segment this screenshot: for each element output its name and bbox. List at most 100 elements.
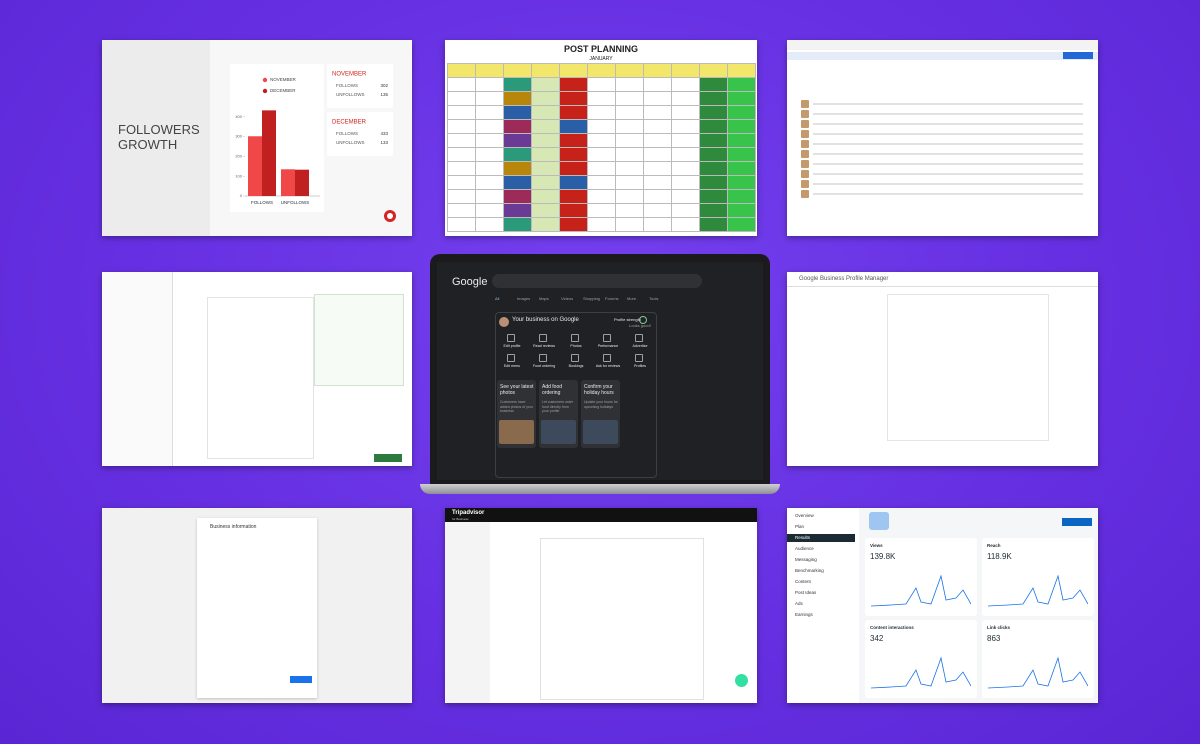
cell: [615, 161, 644, 176]
cell: [643, 77, 672, 92]
cell: [531, 189, 560, 204]
cell: [727, 77, 756, 92]
card-text: Let customers order food directly from y…: [542, 400, 574, 413]
action-icon: [635, 334, 643, 342]
nav-item[interactable]: Messaging: [795, 557, 817, 562]
followers-title: FOLLOWERS GROWTH: [118, 122, 200, 152]
sparkline: [988, 656, 1088, 689]
cell: [699, 133, 728, 148]
action-label: Read reviews: [533, 344, 555, 348]
button[interactable]: [290, 676, 312, 683]
spreadsheet-panel: POST PLANNING JANUARY: [445, 40, 757, 236]
y-tick-label: 300: [235, 134, 242, 139]
summary-value: 433: [380, 131, 388, 136]
sparkline-path: [988, 656, 1088, 689]
cell: [447, 77, 476, 92]
card-image: [541, 420, 576, 444]
action-label: Ask for reviews: [595, 364, 621, 368]
nav-item[interactable]: Earnings: [795, 612, 813, 617]
cell: [727, 203, 756, 218]
button[interactable]: [1062, 518, 1092, 526]
cell: [671, 147, 700, 162]
nav-item[interactable]: Benchmarking: [795, 568, 824, 573]
illustration: [869, 512, 889, 530]
cell: [643, 63, 672, 78]
cell: [615, 133, 644, 148]
summary-label: UNFOLLOWS: [336, 140, 365, 145]
action-icon: [507, 334, 515, 342]
cell: [475, 203, 504, 218]
cell: [503, 119, 532, 134]
cell: [531, 147, 560, 162]
button[interactable]: [374, 454, 402, 462]
info-panel: Business information: [102, 508, 412, 703]
cell: [699, 217, 728, 232]
cell: [531, 105, 560, 120]
summary-label: FOLLOWS: [336, 131, 358, 136]
cell: [643, 189, 672, 204]
bar: [262, 110, 276, 196]
metric-value: 118.9K: [987, 552, 1012, 561]
sparkline: [988, 574, 1088, 607]
tab[interactable]: All: [495, 296, 500, 301]
tab[interactable]: More: [627, 296, 637, 301]
cell: [671, 189, 700, 204]
action-icon: [571, 354, 579, 362]
cell: [615, 147, 644, 162]
tab[interactable]: Images: [517, 296, 531, 301]
nav-item[interactable]: Ads: [795, 601, 803, 606]
tab[interactable]: Maps: [539, 296, 549, 301]
metric-label: Views: [870, 543, 883, 548]
cell: [559, 133, 588, 148]
chat-button[interactable]: [735, 674, 748, 687]
nav-item[interactable]: Audience: [795, 546, 814, 551]
cell: [727, 91, 756, 106]
cell: [503, 203, 532, 218]
cell: [587, 161, 616, 176]
row-line: [813, 103, 1083, 105]
cell: [643, 147, 672, 162]
tab[interactable]: Videos: [561, 296, 574, 301]
cell: [615, 63, 644, 78]
info-dialog: [197, 518, 317, 698]
cell: [727, 189, 756, 204]
cell: [727, 147, 756, 162]
search-box[interactable]: [492, 274, 702, 288]
cell: [671, 203, 700, 218]
action-label: Edit menu: [503, 364, 521, 368]
nav-item[interactable]: Content: [795, 579, 811, 584]
cell: [447, 203, 476, 218]
action-label: Edit profile: [503, 344, 521, 348]
tab[interactable]: Forums: [605, 296, 619, 301]
card-title: Confirm your holiday hours: [584, 384, 614, 396]
cell: [559, 189, 588, 204]
tab[interactable]: Tools: [649, 296, 659, 301]
cell: [587, 133, 616, 148]
cell: [447, 63, 476, 78]
cell: [447, 133, 476, 148]
row-thumb: [801, 160, 809, 168]
rows: [797, 100, 1093, 220]
summary-value: 302: [380, 83, 388, 88]
nav-item[interactable]: Overview: [795, 513, 814, 518]
nav-item[interactable]: Plan: [795, 524, 805, 529]
toolbar: [787, 40, 1098, 50]
action-icon: [603, 354, 611, 362]
review-card: [540, 538, 704, 700]
button[interactable]: [1063, 52, 1093, 59]
cell: [587, 63, 616, 78]
cell: [699, 175, 728, 190]
actions: Edit profile Read reviews Photos Performanc…: [497, 334, 657, 374]
tab[interactable]: Shopping: [583, 296, 600, 301]
nav-item[interactable]: Results: [787, 534, 855, 542]
business-title: Your business on Google: [512, 317, 579, 323]
action-icon: [507, 354, 515, 362]
form: [207, 297, 314, 459]
x-tick-label: FOLLOWS: [251, 200, 273, 205]
row-thumb: [801, 100, 809, 108]
nav-item[interactable]: Post Ideas: [795, 590, 817, 595]
sparkline-path: [988, 574, 1088, 607]
topbar: [445, 508, 757, 522]
cell: [587, 203, 616, 218]
